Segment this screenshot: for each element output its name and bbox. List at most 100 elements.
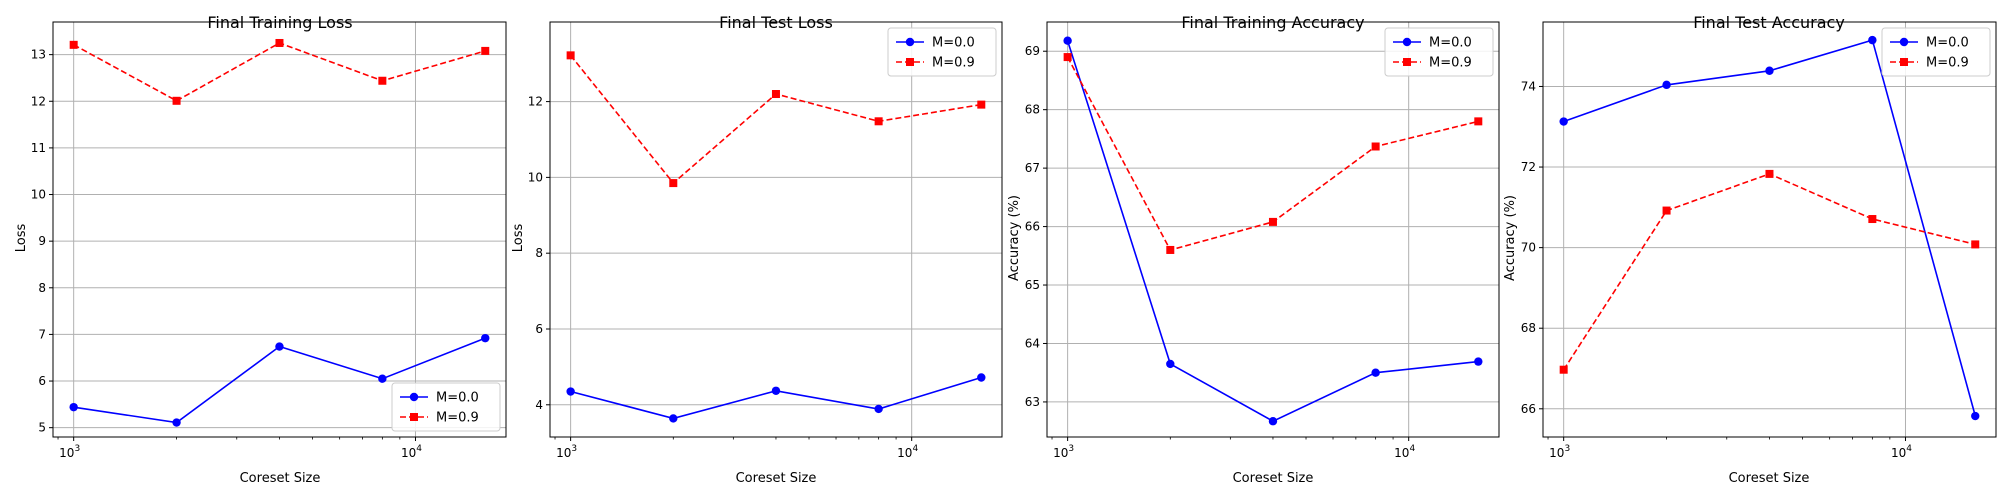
legend-entry: M=0.0 <box>1890 36 1969 51</box>
legend-entry: M=0.9 <box>896 56 975 71</box>
legend-entry: M=0.0 <box>400 391 479 406</box>
axes-frame <box>52 21 507 438</box>
x-axis-label: Coreset Size <box>240 471 321 486</box>
legend: M=0.0 M=0.9 <box>391 382 501 432</box>
legend-marker <box>409 392 419 402</box>
x-tick-exponent: 4 <box>912 444 918 454</box>
legend: M=0.0 M=0.9 <box>887 27 997 77</box>
legend-box <box>391 382 501 432</box>
series-M=0.9 <box>69 38 490 105</box>
data-point <box>378 76 387 85</box>
x-tick-base: 10 <box>556 446 571 460</box>
data-point <box>669 414 678 423</box>
chart-panel-final-test-accuracy: Final Test Accuracy Coreset Size Accurac… <box>1503 13 1997 486</box>
legend-label: M=0.0 <box>932 36 975 51</box>
y-tick-label: 66 <box>1521 402 1536 416</box>
x-tick-label: 103 <box>1549 444 1570 460</box>
y-tick-label: 70 <box>1521 241 1536 255</box>
x-tick-exponent: 3 <box>74 444 80 454</box>
series-M=0.0 <box>1559 35 1980 421</box>
x-tick-exponent: 4 <box>1409 444 1415 454</box>
grid <box>550 22 1002 437</box>
legend-box <box>887 27 997 77</box>
legend-marker <box>905 37 915 47</box>
x-tick-label: 104 <box>401 444 422 460</box>
x-tick-exponent: 4 <box>1906 444 1912 454</box>
series-line <box>570 376 982 420</box>
y-tick-label: 12 <box>31 94 46 108</box>
y-tick-label: 67 <box>1025 161 1040 175</box>
data-point <box>1371 368 1380 377</box>
data-point <box>1063 53 1072 62</box>
series-line <box>1563 39 1977 417</box>
legend-label: M=0.9 <box>932 56 975 71</box>
axes-frame <box>549 21 1003 438</box>
y-tick-label: 5 <box>38 421 46 435</box>
data-point <box>172 96 181 105</box>
legend-entry: M=0.9 <box>1393 56 1472 71</box>
data-point <box>481 333 490 343</box>
axes-frame <box>1542 21 1997 438</box>
series-M=0.0 <box>69 333 490 427</box>
legend-label: M=0.9 <box>1429 56 1472 71</box>
data-point <box>275 342 284 351</box>
data-point <box>1971 240 1980 249</box>
data-point <box>669 179 678 188</box>
x-tick-label: 103 <box>59 444 80 460</box>
grid <box>1047 22 1499 437</box>
data-point <box>977 373 986 382</box>
y-axis-label: Loss <box>511 224 526 253</box>
y-tick-label: 63 <box>1025 395 1040 409</box>
x-tick-base: 10 <box>401 446 416 460</box>
x-axis-label: Coreset Size <box>736 471 817 486</box>
legend-label: M=0.0 <box>1926 36 1969 51</box>
chart-panel-final-training-loss: Final Training Loss Coreset Size Loss 10… <box>14 13 507 486</box>
x-tick-base: 10 <box>1549 446 1564 460</box>
data-point <box>566 387 575 396</box>
data-point <box>481 46 490 55</box>
x-tick-base: 10 <box>1053 446 1068 460</box>
data-point <box>1063 36 1072 45</box>
legend-entry: M=0.0 <box>1393 36 1472 51</box>
y-tick-label: 9 <box>38 234 46 248</box>
x-tick-label: 103 <box>1053 444 1074 460</box>
x-tick-label: 104 <box>1891 444 1912 460</box>
data-point <box>1268 217 1277 226</box>
y-tick-label: 72 <box>1521 160 1536 174</box>
data-point <box>1765 66 1774 75</box>
x-axis-label: Coreset Size <box>1729 471 1810 486</box>
y-tick-label: 66 <box>1025 220 1040 234</box>
x-tick-base: 10 <box>59 446 74 460</box>
data-point <box>566 51 575 60</box>
y-tick-label: 74 <box>1521 79 1536 93</box>
legend-label: M=0.0 <box>1429 36 1472 51</box>
data-point <box>1166 359 1175 369</box>
y-tick-label: 68 <box>1025 103 1040 117</box>
data-point <box>771 386 781 395</box>
y-tick-label: 7 <box>38 327 46 341</box>
x-tick-label: 103 <box>556 444 577 460</box>
y-tick-label: 13 <box>31 48 46 62</box>
grid <box>53 22 506 437</box>
y-tick-label: 6 <box>38 374 46 388</box>
data-point <box>1474 117 1483 126</box>
y-tick-label: 6 <box>535 322 543 336</box>
legend-marker <box>906 58 914 66</box>
legend-marker <box>1900 58 1908 66</box>
y-tick-label: 8 <box>535 246 543 260</box>
legend: M=0.0 M=0.9 <box>1881 27 1991 77</box>
y-tick-label: 65 <box>1025 278 1040 292</box>
x-axis-label: Coreset Size <box>1233 471 1314 486</box>
data-point <box>771 90 780 99</box>
data-point <box>1474 357 1483 366</box>
chart-panel-final-test-loss: Final Test Loss Coreset Size Loss 103 104… <box>511 13 1003 486</box>
axes-frame <box>1046 21 1500 438</box>
legend-box <box>1881 27 1991 77</box>
data-point <box>1559 365 1568 374</box>
series-M=0.9 <box>1063 53 1483 254</box>
